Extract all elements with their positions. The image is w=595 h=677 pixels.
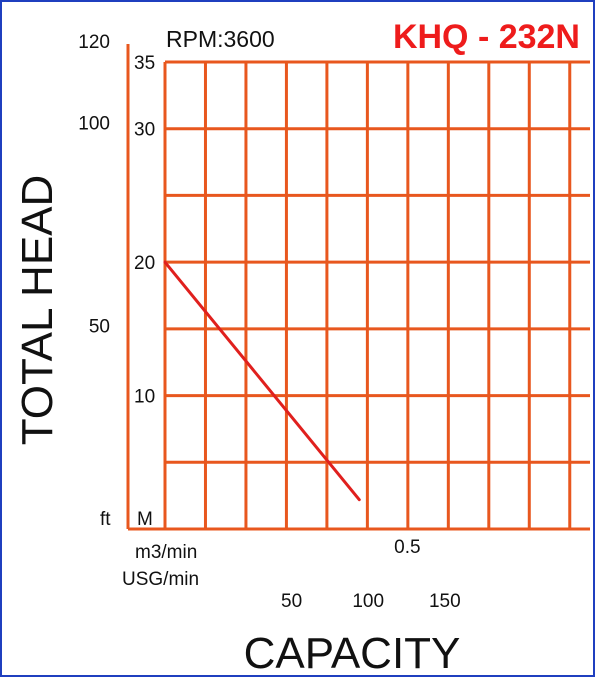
x-unit-primary: m3/min — [135, 542, 197, 563]
chart-subtitle: RPM:3600 — [166, 26, 275, 52]
x-axis-title: CAPACITY — [244, 629, 461, 677]
y-tick-label-m: 20 — [134, 253, 155, 274]
x-tick-label-usg: 50 — [281, 591, 302, 612]
y-tick-label-m: 10 — [134, 387, 155, 408]
y-unit-primary: M — [137, 509, 153, 530]
y-tick-label-m: 35 — [134, 53, 155, 74]
y-tick-label-m: 30 — [134, 120, 155, 141]
y-tick-label-ft: 50 — [89, 317, 110, 338]
chart-title: KHQ - 232N — [393, 18, 580, 56]
x-tick-label-usg: 150 — [429, 591, 461, 612]
x-tick-label-m3: 0.5 — [394, 537, 420, 558]
y-tick-label-ft: 120 — [78, 32, 110, 53]
y-tick-label-ft: 100 — [78, 113, 110, 134]
y-axis-title: TOTAL HEAD — [13, 175, 62, 446]
y-unit-secondary: ft — [100, 509, 111, 530]
x-tick-label-usg: 100 — [352, 591, 384, 612]
x-unit-secondary: USG/min — [122, 569, 199, 590]
series-line — [163, 260, 361, 502]
